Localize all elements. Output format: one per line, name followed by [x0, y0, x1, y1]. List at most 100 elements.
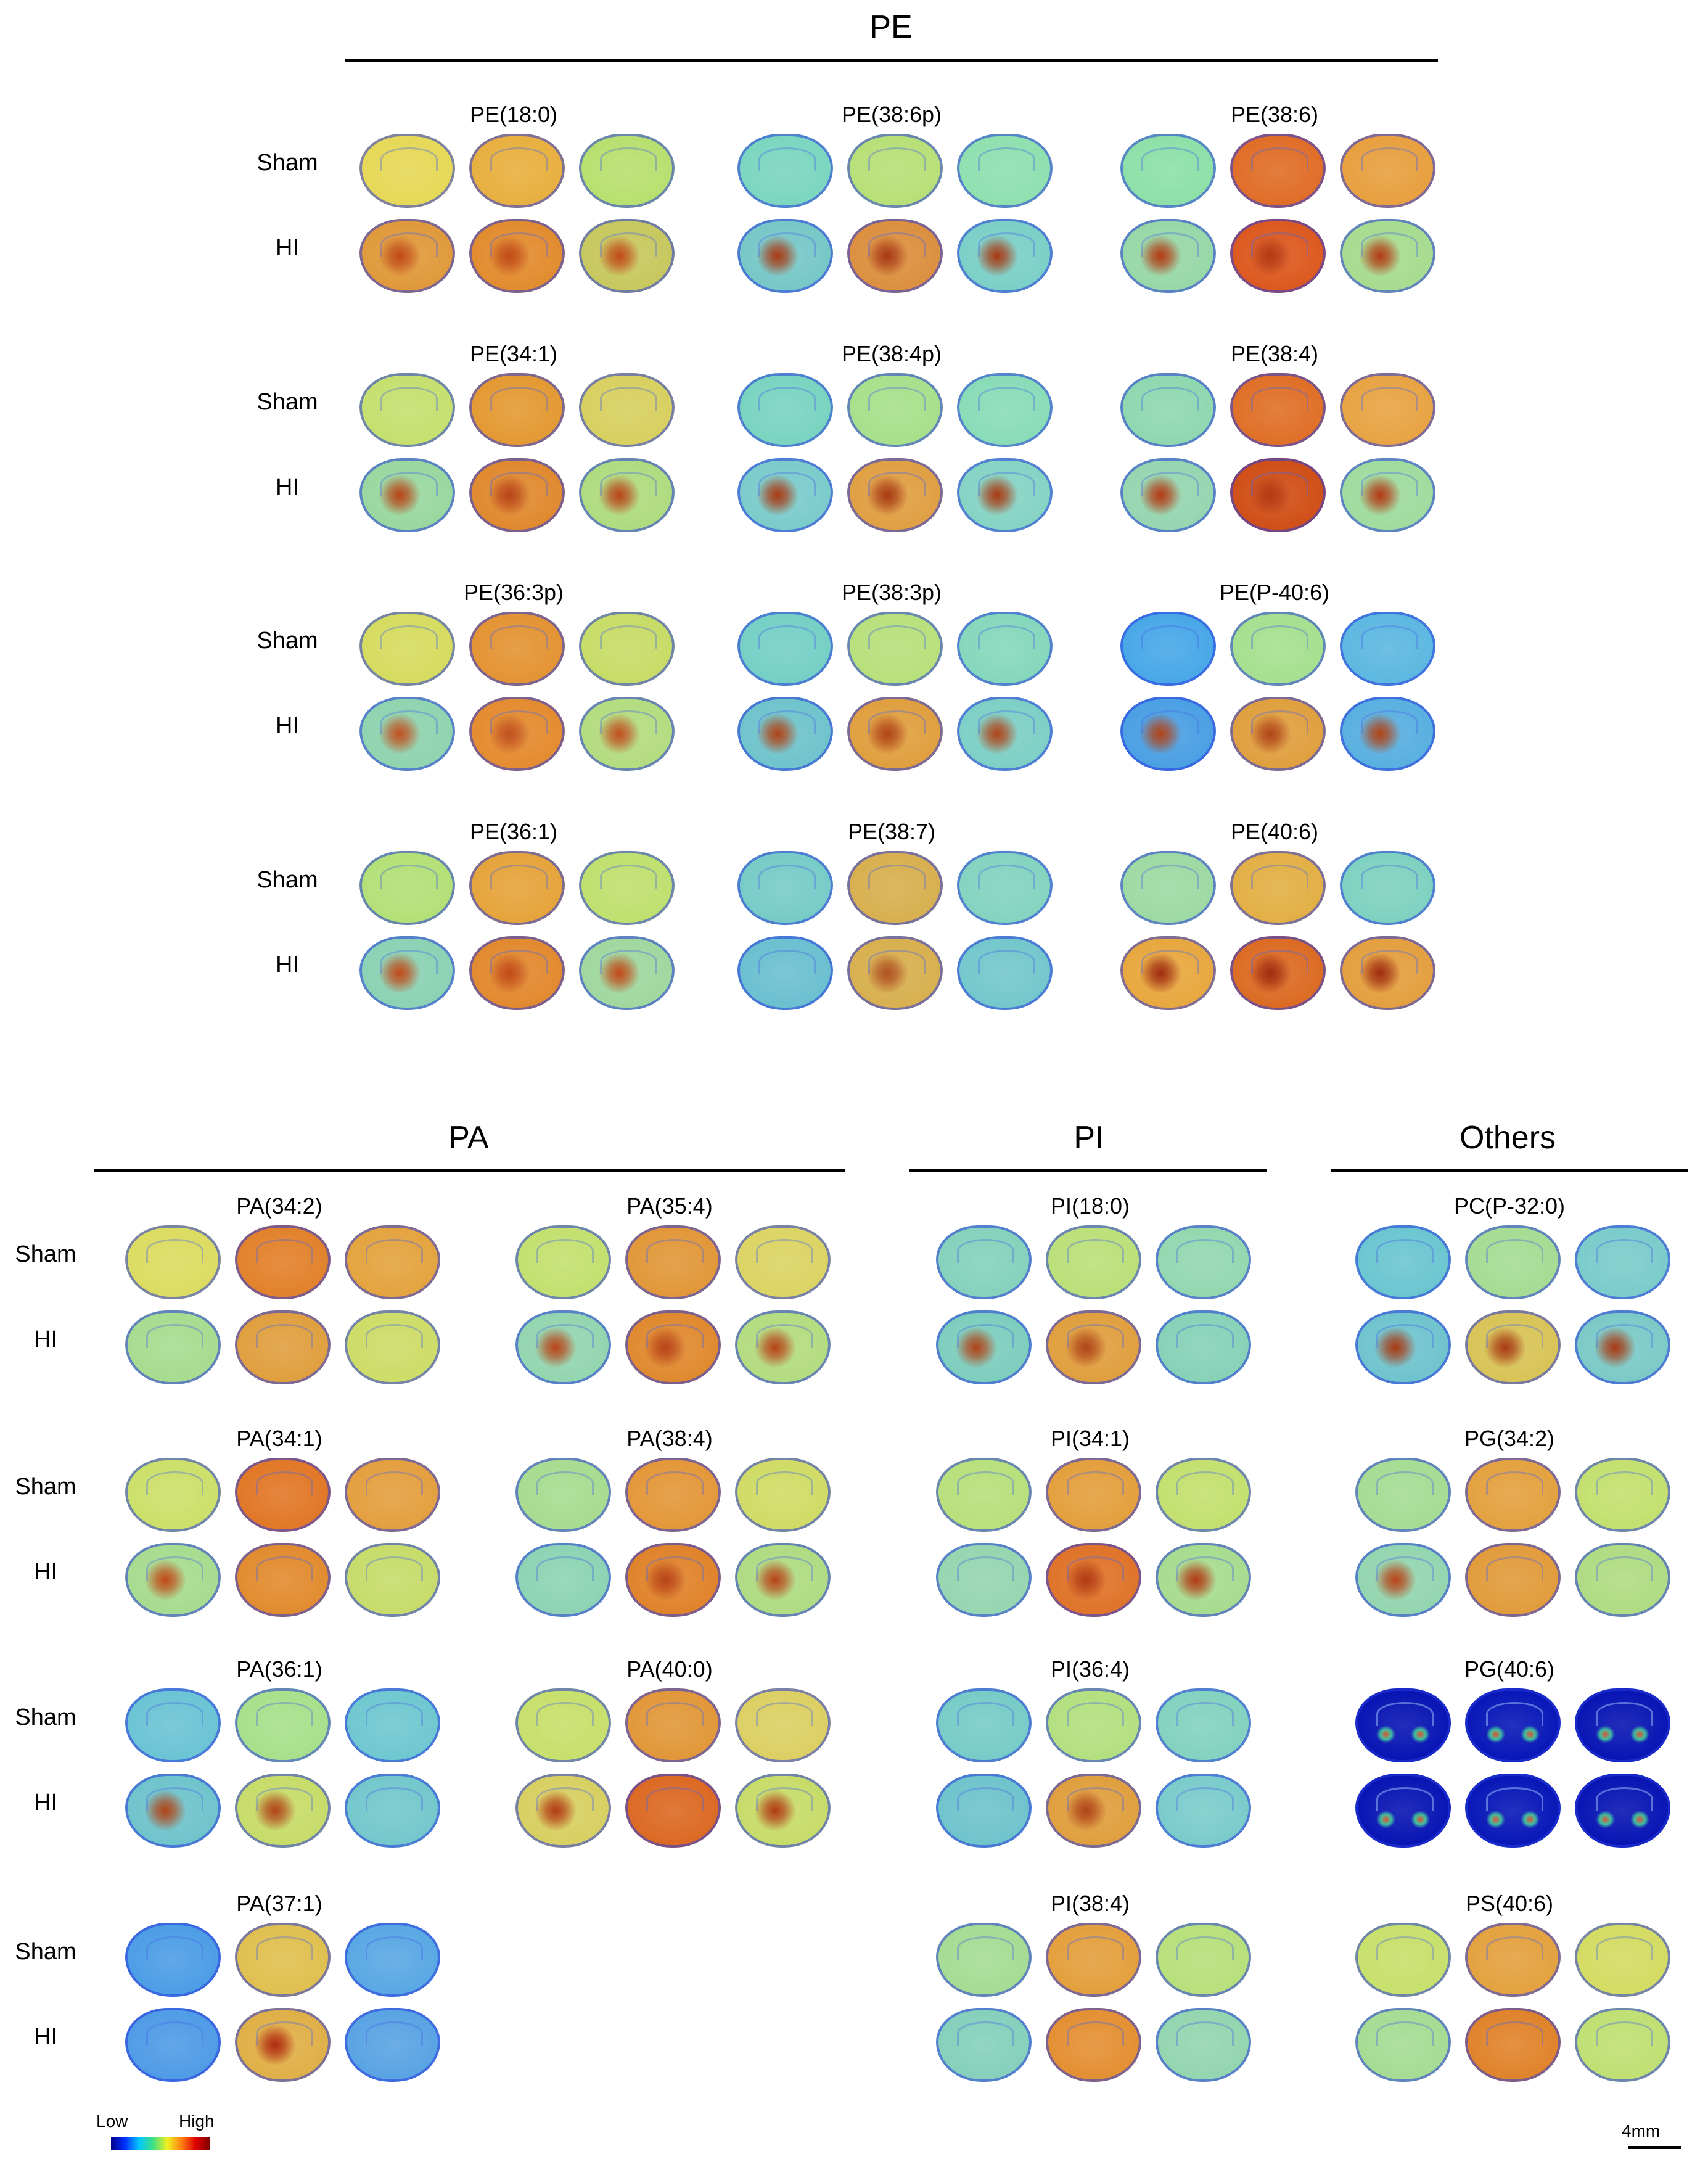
- row-label-sham: Sham: [257, 867, 318, 893]
- hi-slice: [737, 697, 833, 771]
- sham-slice: [1355, 1688, 1451, 1762]
- sham-slice: [1156, 1225, 1251, 1299]
- hi-slice: [125, 1310, 221, 1384]
- row-label-sham: Sham: [15, 1704, 76, 1730]
- hi-slice: [125, 1543, 221, 1617]
- panel-label: PE(36:3p): [463, 580, 564, 605]
- sham-slice: [345, 1688, 440, 1762]
- sham-slice: [737, 612, 833, 686]
- hi-slice: [1575, 1774, 1670, 1848]
- hi-slice: [737, 219, 833, 293]
- panel-label: PE(38:4): [1230, 341, 1319, 366]
- panel-label: PG(34:2): [1464, 1426, 1555, 1451]
- sham-slice: [1575, 1688, 1670, 1762]
- sham-slice: [1340, 851, 1435, 925]
- hi-slice: [735, 1543, 831, 1617]
- sham-slice: [579, 373, 675, 447]
- hi-slice: [1465, 1310, 1561, 1384]
- sham-slice: [345, 1458, 440, 1532]
- panel-label: PA(34:2): [236, 1193, 322, 1219]
- panel-label: PE(40:6): [1230, 819, 1319, 844]
- sham-slice: [125, 1458, 221, 1532]
- hi-slice: [235, 2008, 331, 2082]
- hi-slice: [1156, 1543, 1251, 1617]
- panel-label: PE(34:1): [469, 341, 558, 366]
- row-label-sham: Sham: [257, 389, 318, 415]
- scale-bar-label: 4mm: [1622, 2121, 1661, 2140]
- hi-slice: [847, 458, 943, 532]
- sham-slice: [936, 1225, 1032, 1299]
- sham-slice: [359, 851, 455, 925]
- sham-slice: [1340, 612, 1435, 686]
- row-label-hi: HI: [276, 713, 299, 739]
- sham-slice: [125, 1688, 221, 1762]
- sham-slice: [469, 134, 565, 208]
- hi-slice: [469, 936, 565, 1010]
- sham-slice: [515, 1225, 611, 1299]
- sham-slice: [1355, 1923, 1451, 1997]
- hi-slice: [1120, 219, 1216, 293]
- hi-slice: [125, 1774, 221, 1848]
- panel-label: PI(36:4): [1050, 1656, 1130, 1682]
- hi-slice: [1156, 1774, 1251, 1848]
- hi-slice: [1046, 1774, 1141, 1848]
- sham-slice: [235, 1225, 331, 1299]
- hi-slice: [345, 1774, 440, 1848]
- sham-slice: [847, 134, 943, 208]
- hi-slice: [625, 1543, 721, 1617]
- sham-slice: [625, 1458, 721, 1532]
- hi-slice: [936, 1310, 1032, 1384]
- hi-slice: [235, 1543, 331, 1617]
- hi-slice: [936, 1543, 1032, 1617]
- sham-slice: [579, 851, 675, 925]
- panel-label: PA(38:4): [626, 1426, 713, 1451]
- sham-slice: [579, 134, 675, 208]
- hi-slice: [1575, 1310, 1670, 1384]
- sham-slice: [1230, 851, 1326, 925]
- sham-slice: [235, 1923, 331, 1997]
- sham-slice: [1465, 1225, 1561, 1299]
- panel-label: PI(38:4): [1050, 1891, 1130, 1916]
- sham-slice: [579, 612, 675, 686]
- sham-slice: [469, 612, 565, 686]
- sham-slice: [957, 612, 1053, 686]
- sham-slice: [1156, 1688, 1251, 1762]
- hi-slice: [579, 697, 675, 771]
- hi-slice: [847, 219, 943, 293]
- hi-slice: [579, 458, 675, 532]
- hi-slice: [735, 1774, 831, 1848]
- hi-slice: [1340, 936, 1435, 1010]
- hi-slice: [345, 1310, 440, 1384]
- sham-slice: [737, 373, 833, 447]
- panel-label: PE(38:3p): [841, 580, 942, 605]
- sham-slice: [936, 1923, 1032, 1997]
- sham-slice: [1575, 1225, 1670, 1299]
- hi-slice: [1120, 697, 1216, 771]
- sham-slice: [1230, 373, 1326, 447]
- hi-slice: [1575, 1543, 1670, 1617]
- panel-label: PE(38:7): [847, 819, 936, 844]
- hi-slice: [359, 458, 455, 532]
- sham-slice: [1046, 1688, 1141, 1762]
- hi-slice: [1046, 1543, 1141, 1617]
- section-title-pi: PI: [1074, 1120, 1104, 1156]
- row-label-hi: HI: [34, 1790, 57, 1815]
- hi-slice: [1046, 1310, 1141, 1384]
- hi-slice: [936, 1774, 1032, 1848]
- sham-slice: [1465, 1923, 1561, 1997]
- hi-slice: [515, 1310, 611, 1384]
- hi-slice: [1355, 2008, 1451, 2082]
- hi-slice: [469, 697, 565, 771]
- colorbar-low-label: Low: [96, 2111, 128, 2131]
- hi-slice: [1156, 1310, 1251, 1384]
- sham-slice: [1230, 134, 1326, 208]
- hi-slice: [579, 936, 675, 1010]
- sham-slice: [1120, 851, 1216, 925]
- hi-slice: [847, 697, 943, 771]
- section-title-pe: PE: [869, 9, 913, 45]
- hi-slice: [1230, 219, 1326, 293]
- sham-slice: [957, 851, 1053, 925]
- sham-slice: [345, 1923, 440, 1997]
- hi-slice: [359, 219, 455, 293]
- section-rule-pi: [909, 1169, 1267, 1172]
